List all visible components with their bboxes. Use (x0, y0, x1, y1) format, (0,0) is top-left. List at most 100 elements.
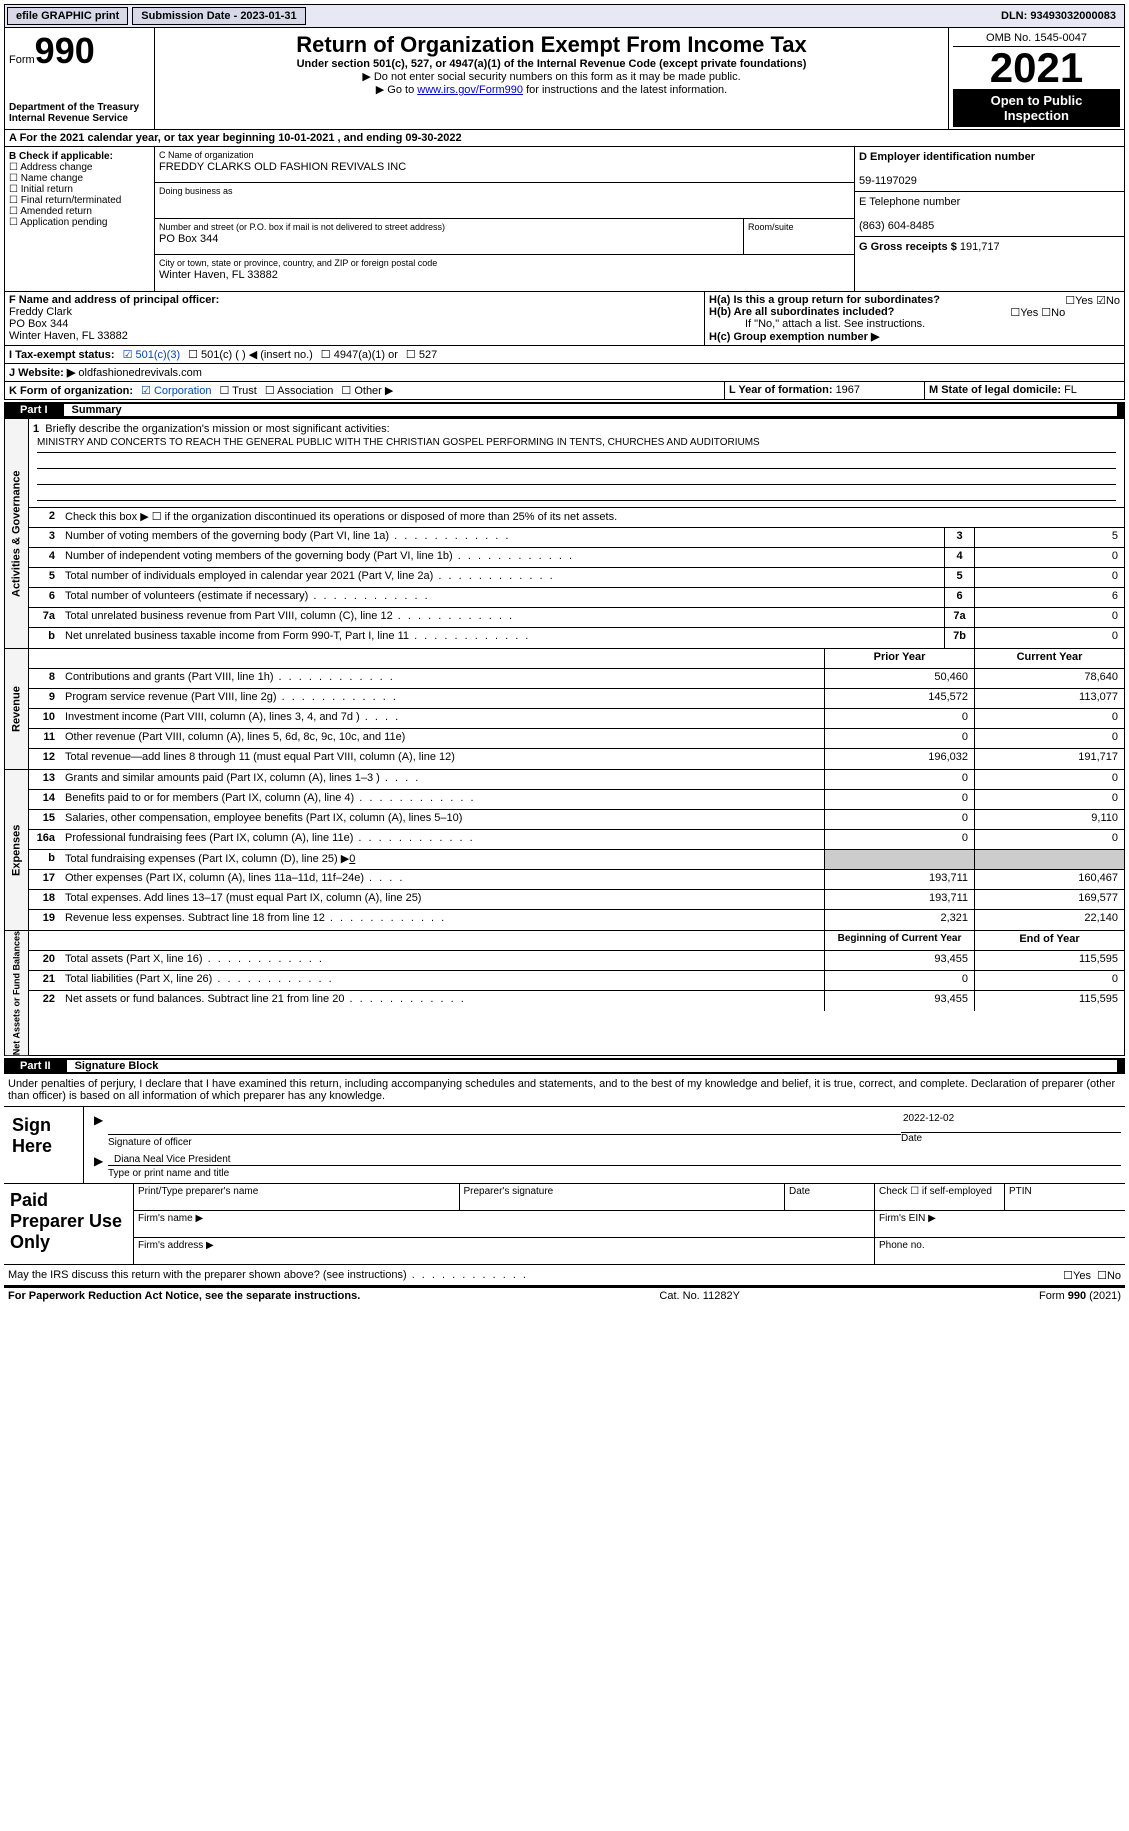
netassets-label: Net Assets or Fund Balances (5, 931, 29, 1055)
val-7a: 0 (974, 608, 1124, 627)
line-20: Total assets (Part X, line 16) (61, 951, 824, 970)
val-4: 0 (974, 548, 1124, 567)
fundraising-total: 0 (349, 853, 355, 865)
chk-corp[interactable]: Corporation (141, 384, 211, 397)
section-f: F Name and address of principal officer:… (5, 292, 704, 345)
chk-trust[interactable]: Trust (219, 384, 256, 397)
p14: 0 (824, 790, 974, 809)
part-i-title: Summary (64, 404, 1117, 416)
chk-address-change[interactable]: Address change (9, 162, 150, 173)
line-18: Total expenses. Add lines 13–17 (must eq… (61, 890, 824, 909)
chk-527[interactable]: 527 (406, 348, 437, 361)
section-b-title: B Check if applicable: (9, 151, 113, 162)
section-h: H(a) Is this a group return for subordin… (704, 292, 1124, 345)
val-7b: 0 (974, 628, 1124, 648)
chk-initial-return[interactable]: Initial return (9, 184, 150, 195)
shade-16b-c (974, 850, 1124, 869)
section-bcd: B Check if applicable: Address change Na… (4, 147, 1125, 292)
title-block: Return of Organization Exempt From Incom… (155, 28, 949, 129)
c19: 22,140 (974, 910, 1124, 930)
pra-notice: For Paperwork Reduction Act Notice, see … (8, 1290, 360, 1302)
form-org-label: K Form of organization: (9, 385, 133, 397)
prep-self-label: Check ☐ if self-employed (875, 1184, 1005, 1210)
p18: 193,711 (824, 890, 974, 909)
h-b-note: If "No," attach a list. See instructions… (709, 318, 1120, 330)
p20: 93,455 (824, 951, 974, 970)
p9: 145,572 (824, 689, 974, 708)
p15: 0 (824, 810, 974, 829)
ein-cell: D Employer identification number 59-1197… (855, 147, 1124, 192)
c13: 0 (974, 770, 1124, 789)
form-subtitle: Under section 501(c), 527, or 4947(a)(1)… (159, 58, 944, 70)
tax-status-label: I Tax-exempt status: (9, 349, 115, 361)
org-name-cell: C Name of organization FREDDY CLARKS OLD… (155, 147, 854, 183)
header-row: Form990 Department of the Treasury Inter… (4, 28, 1125, 130)
chk-501c[interactable]: 501(c) ( ) ◀ (insert no.) (188, 348, 313, 361)
year-formation: 1967 (836, 384, 860, 396)
gross-label: G Gross receipts $ (859, 241, 960, 253)
chk-assoc[interactable]: Association (265, 384, 334, 397)
firm-name-label: Firm's name ▶ (134, 1211, 875, 1237)
officer-name: Freddy Clark (9, 306, 72, 318)
org-name-label: C Name of organization (159, 150, 254, 160)
part-ii-bar: Part II Signature Block (4, 1058, 1125, 1074)
h-a: H(a) Is this a group return for subordin… (709, 294, 1120, 306)
row-i: I Tax-exempt status: 501(c)(3) 501(c) ( … (4, 346, 1125, 364)
chk-4947[interactable]: 4947(a)(1) or (321, 348, 398, 361)
line-16b: Total fundraising expenses (Part IX, col… (61, 850, 824, 869)
expenses-label: Expenses (5, 770, 29, 930)
part-ii-title: Signature Block (67, 1060, 1117, 1072)
line-6: Total number of volunteers (estimate if … (61, 588, 944, 607)
line-8: Contributions and grants (Part VIII, lin… (61, 669, 824, 688)
line-9: Program service revenue (Part VIII, line… (61, 689, 824, 708)
addr-label: Number and street (or P.O. box if mail i… (159, 222, 445, 232)
h-c: H(c) Group exemption number ▶ (709, 330, 1120, 343)
chk-amended[interactable]: Amended return (9, 206, 150, 217)
gross-cell: G Gross receipts $ 191,717 (855, 237, 1124, 257)
prep-sig-label: Preparer's signature (460, 1184, 786, 1210)
chk-other[interactable]: Other ▶ (341, 384, 393, 397)
activities-label: Activities & Governance (5, 419, 29, 648)
note-ssn: Do not enter social security numbers on … (159, 70, 944, 83)
line-2: Check this box ▶ ☐ if the organization d… (61, 508, 1124, 527)
shade-16b-p (824, 850, 974, 869)
irs-link[interactable]: www.irs.gov/Form990 (417, 84, 523, 96)
year-box: OMB No. 1545-0047 2021 Open to Public In… (949, 28, 1124, 129)
section-deg: D Employer identification number 59-1197… (854, 147, 1124, 291)
prep-date-label: Date (785, 1184, 875, 1210)
p21: 0 (824, 971, 974, 990)
firm-addr-label: Firm's address ▶ (134, 1238, 875, 1264)
chk-501c3[interactable]: 501(c)(3) (123, 348, 181, 361)
p11: 0 (824, 729, 974, 748)
row-a-calendar: A For the 2021 calendar year, or tax yea… (4, 130, 1125, 147)
c20: 115,595 (974, 951, 1124, 970)
ptin-label: PTIN (1005, 1184, 1125, 1210)
c17: 160,467 (974, 870, 1124, 889)
tax-year: 2021 (953, 47, 1120, 89)
submission-date: Submission Date - 2023-01-31 (132, 7, 305, 25)
p13: 0 (824, 770, 974, 789)
form-990: 990 (35, 30, 95, 71)
row-j: J Website: ▶ oldfashionedrevivals.com (4, 364, 1125, 382)
p22: 93,455 (824, 991, 974, 1011)
firm-phone-label: Phone no. (875, 1238, 1125, 1264)
line-4: Number of independent voting members of … (61, 548, 944, 567)
chk-pending[interactable]: Application pending (9, 217, 150, 228)
cat-number: Cat. No. 11282Y (659, 1290, 740, 1302)
p10: 0 (824, 709, 974, 728)
summary-section-2: Revenue Prior YearCurrent Year 8Contribu… (4, 649, 1125, 770)
mission-text: MINISTRY AND CONCERTS TO REACH THE GENER… (37, 437, 1116, 453)
chk-name-change[interactable]: Name change (9, 173, 150, 184)
line-14: Benefits paid to or for members (Part IX… (61, 790, 824, 809)
line-5: Total number of individuals employed in … (61, 568, 944, 587)
part-i-label: Part I (12, 404, 64, 416)
section-b: B Check if applicable: Address change Na… (5, 147, 155, 291)
gross-value: 191,717 (960, 241, 1000, 253)
line-3: Number of voting members of the governin… (61, 528, 944, 547)
website-value: oldfashionedrevivals.com (78, 367, 202, 379)
sig-date-label: Date (901, 1133, 1121, 1144)
city-label: City or town, state or province, country… (159, 258, 437, 268)
efile-button[interactable]: efile GRAPHIC print (7, 7, 128, 25)
ein-value: 59-1197029 (859, 175, 917, 187)
chk-final-return[interactable]: Final return/terminated (9, 195, 150, 206)
